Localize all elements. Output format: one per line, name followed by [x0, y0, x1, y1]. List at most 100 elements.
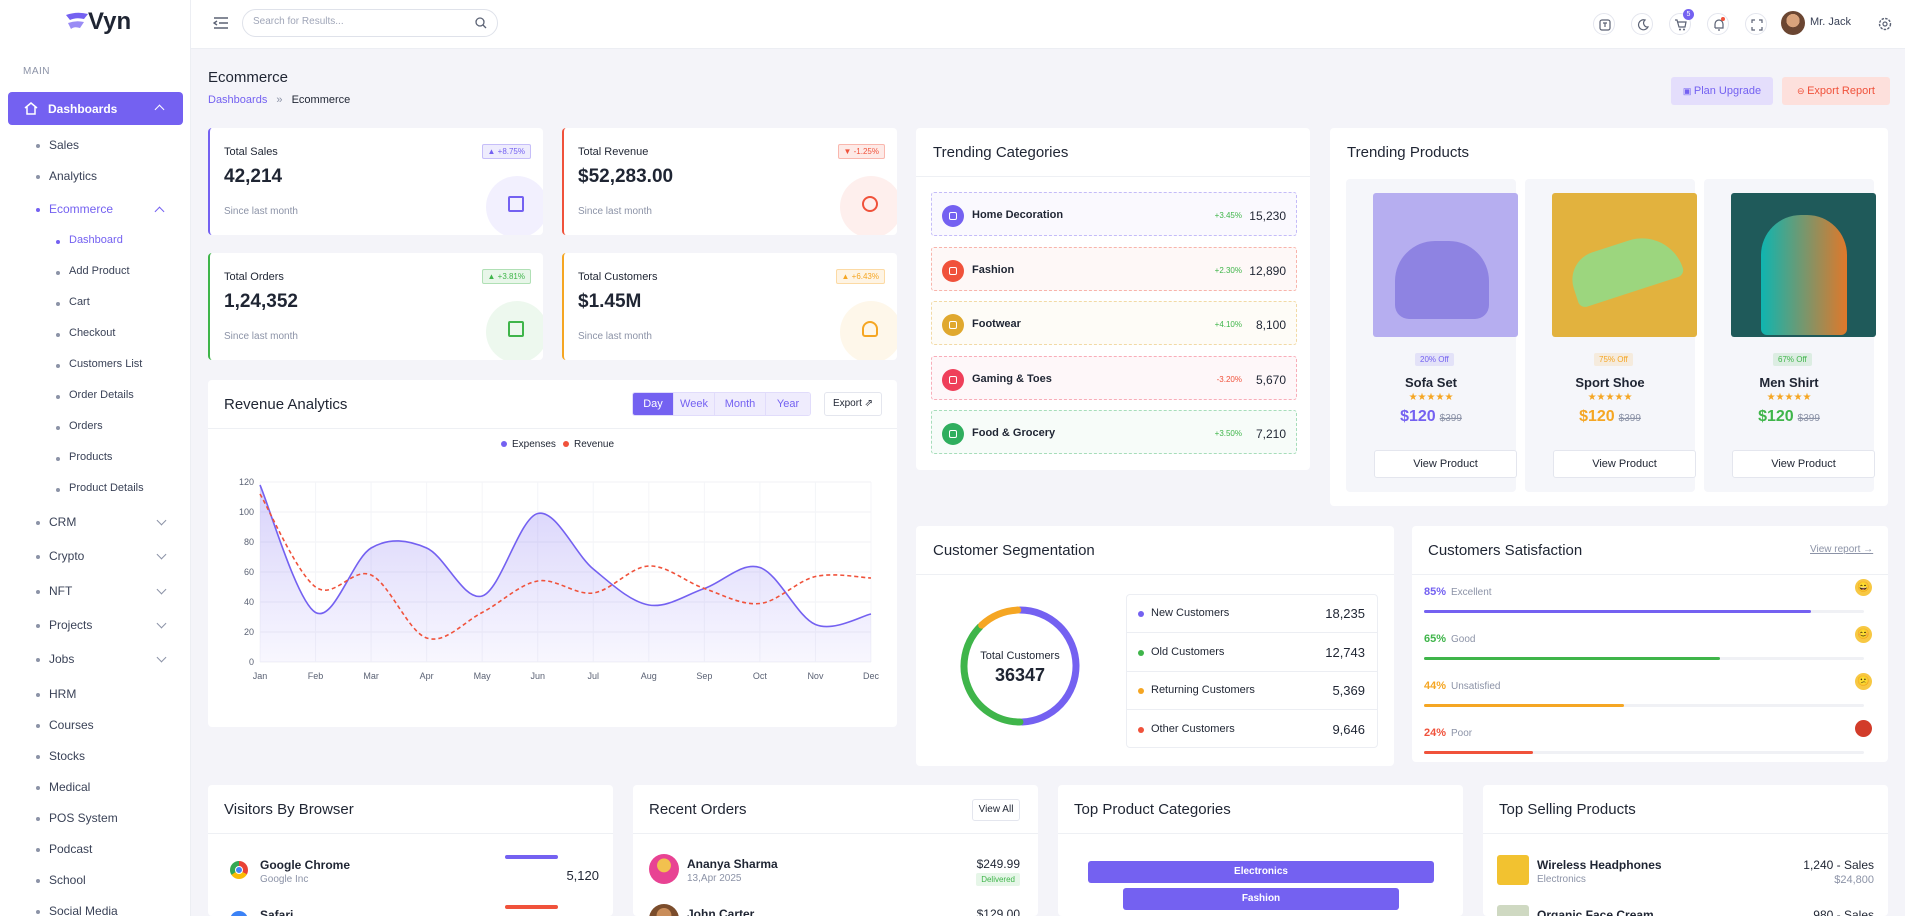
sidebar-subitem-products[interactable]: Products [56, 451, 176, 467]
category-row[interactable]: Footwear +4.10% 8,100 [931, 301, 1297, 345]
category-bar-electronics[interactable]: Electronics [1088, 861, 1434, 883]
rating-stars-icon: ★★★★★ [1587, 392, 1633, 403]
view-product-button[interactable]: View Product [1374, 450, 1517, 478]
category-value: 8,100 [1255, 318, 1286, 332]
sidebar-item-podcast[interactable]: Podcast [36, 842, 176, 858]
breadcrumb-root[interactable]: Dashboards [208, 94, 268, 106]
sidebar-item-courses[interactable]: Courses [36, 718, 176, 734]
view-report-link[interactable]: View report → [1810, 544, 1874, 555]
search-input[interactable] [253, 16, 453, 27]
period-tabs: Day Week Month Year [632, 392, 811, 416]
tab-week[interactable]: Week [673, 393, 714, 415]
sidebar-item-jobs[interactable]: Jobs [36, 652, 176, 668]
product-card: 20% Off Sofa Set ★★★★★ $120 $399 View Product [1346, 179, 1518, 492]
sidebar-item-hrm[interactable]: HRM [36, 687, 176, 703]
sidebar-item-pos-system[interactable]: POS System [36, 811, 176, 827]
user-name[interactable]: Mr. Jack [1810, 16, 1851, 28]
sidebar-subitem-customers-list[interactable]: Customers List [56, 358, 176, 374]
top-categories-title: Top Product Categories [1074, 801, 1231, 818]
category-row[interactable]: Food & Grocery +3.50% 7,210 [931, 410, 1297, 454]
shirt-icon [942, 259, 964, 282]
category-row[interactable]: Home Decoration +3.45% 15,230 [931, 192, 1297, 236]
customers-satisfaction-title: Customers Satisfaction [1428, 542, 1583, 559]
sidebar-item-crypto[interactable]: Crypto [36, 549, 176, 565]
sidebar-subitem-cart[interactable]: Cart [56, 296, 176, 312]
sidebar-subitem-add-product[interactable]: Add Product [56, 265, 176, 281]
satisfaction-pct: 24% [1424, 727, 1447, 739]
sidebar-item-dashboards[interactable]: Dashboards [8, 92, 183, 125]
sidebar-item-stocks[interactable]: Stocks [36, 749, 176, 765]
sidebar-item-label: Analytics [49, 169, 98, 183]
rating-stars-icon: ★★★★★ [1766, 392, 1812, 403]
sidebar-item-social-media[interactable]: Social Media [36, 904, 176, 916]
sidebar-item-sales[interactable]: Sales [36, 138, 176, 154]
donut-segment[interactable] [1016, 606, 1080, 726]
view-all-button[interactable]: View All [972, 799, 1020, 821]
stat-since: Since last month [578, 331, 652, 342]
sidebar-item-label: Podcast [49, 841, 93, 856]
moon-icon[interactable] [1631, 13, 1653, 35]
sidebar-subitem-checkout[interactable]: Checkout [56, 327, 176, 343]
export-icon: ⊖ [1797, 86, 1808, 96]
category-bar-fashion[interactable]: Fashion [1123, 888, 1399, 910]
sidebar-subitem-order-details[interactable]: Order Details [56, 389, 176, 405]
menu-toggle-icon[interactable] [213, 16, 229, 30]
revenue-analytics-title: Revenue Analytics [224, 396, 348, 413]
stat-label: Total Sales [224, 146, 278, 158]
order-customer-name[interactable]: Ananya Sharma [687, 857, 778, 871]
view-product-button[interactable]: View Product [1553, 450, 1696, 478]
sidebar-item-crm[interactable]: CRM [36, 515, 176, 531]
sidebar-subitem-product-details[interactable]: Product Details [56, 482, 176, 498]
translate-icon[interactable] [1593, 13, 1615, 35]
export-report-button[interactable]: ⊖ Export Report [1782, 77, 1890, 105]
gear-icon[interactable] [1874, 13, 1896, 35]
donut-segment[interactable] [978, 606, 1022, 629]
revenue-analytics-card: Revenue Analytics Day Week Month Year Ex… [208, 380, 897, 727]
tab-day[interactable]: Day [633, 393, 673, 415]
sidebar-item-ecommerce[interactable]: Ecommerce [36, 202, 176, 218]
category-row[interactable]: Fashion +2.30% 12,890 [931, 246, 1297, 291]
sidebar-subitem-orders[interactable]: Orders [56, 420, 176, 436]
stat-value: $1.45M [578, 291, 642, 312]
browser-bar [505, 905, 558, 909]
segment-name: Other Customers [1151, 722, 1235, 735]
sidebar-item-nft[interactable]: NFT [36, 584, 176, 600]
selling-product-name[interactable]: Organic Face Cream [1537, 908, 1654, 916]
avatar[interactable] [1781, 11, 1805, 35]
chart-export-label: Export [832, 398, 862, 409]
fullscreen-icon[interactable] [1745, 13, 1767, 35]
sidebar-item-school[interactable]: School [36, 873, 176, 889]
sidebar-item-label: Ecommerce [49, 202, 114, 216]
chart-export-button[interactable]: Export ⇗ [824, 392, 882, 416]
category-row[interactable]: Gaming & Toes -3.20% 5,670 [931, 355, 1297, 400]
cart-icon[interactable]: 5 [1669, 9, 1694, 35]
sidebar-section-label: MAIN [23, 66, 50, 77]
sidebar-subitem-dashboard[interactable]: Dashboard [56, 234, 176, 250]
view-product-button[interactable]: View Product [1732, 450, 1875, 478]
bullet-icon [56, 426, 60, 430]
tab-year[interactable]: Year [765, 393, 810, 415]
donut-segment[interactable] [960, 623, 1024, 726]
shoe-image[interactable] [1552, 193, 1697, 337]
y-tick-label: 120 [239, 477, 254, 487]
x-tick-label: May [474, 671, 492, 681]
bullet-icon [36, 658, 40, 663]
product-old-price: $399 [1618, 413, 1641, 424]
sidebar-item-analytics[interactable]: Analytics [36, 169, 176, 185]
tab-month[interactable]: Month [714, 393, 765, 415]
x-tick-label: Sep [696, 671, 712, 681]
sofa-image[interactable] [1373, 193, 1518, 337]
shirt-image[interactable] [1731, 193, 1876, 337]
bell-icon[interactable] [1707, 13, 1729, 35]
bullet-icon [36, 723, 40, 728]
stat-icon-circle [840, 176, 897, 235]
order-customer-name[interactable]: John Carter [687, 907, 755, 916]
segmentation-legend: New Customers 18,235 Old Customers 12,743 Re… [1126, 594, 1378, 748]
legend-dot [1138, 611, 1144, 617]
plan-upgrade-button[interactable]: ▣ Plan Upgrade [1671, 77, 1773, 105]
sidebar-item-medical[interactable]: Medical [36, 780, 176, 796]
sidebar-item-projects[interactable]: Projects [36, 618, 176, 634]
selling-product-name[interactable]: Wireless Headphones [1537, 858, 1662, 872]
app-logo-text: Vyn [88, 8, 132, 35]
search-icon[interactable] [475, 17, 487, 29]
